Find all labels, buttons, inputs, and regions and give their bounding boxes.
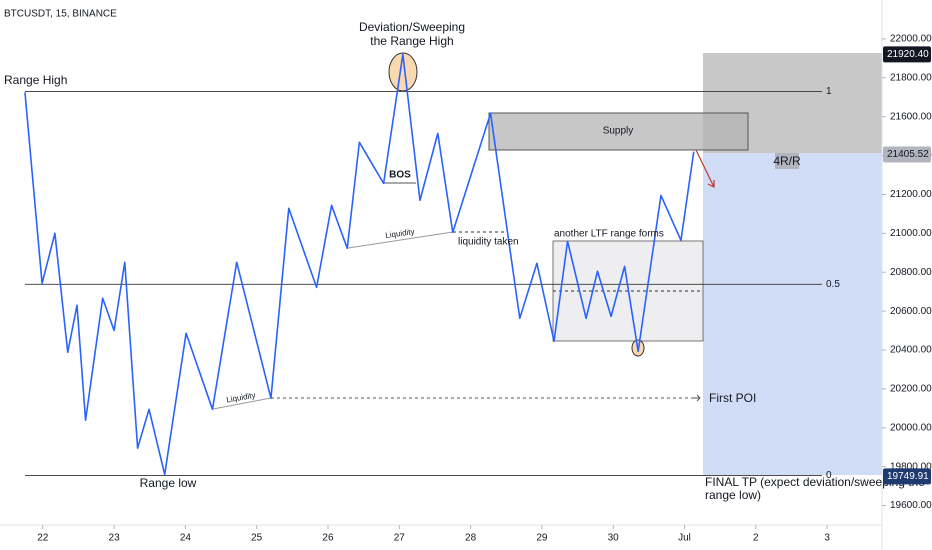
y-tick-label: 21200.00	[890, 189, 932, 200]
annotation: the Range High	[370, 34, 453, 48]
y-tick-label: 20400.00	[890, 345, 932, 356]
liquidity-line	[212, 397, 272, 410]
y-tick-label: 21800.00	[890, 72, 932, 83]
annotation: Range High	[4, 73, 67, 87]
y-tick-label: 20000.00	[890, 422, 932, 433]
price-label: 21405.52	[887, 149, 929, 160]
x-tick-label: 29	[536, 533, 548, 544]
x-tick-label: 23	[109, 533, 121, 544]
level-label: 1	[826, 86, 832, 97]
annotation: range low)	[705, 488, 761, 502]
x-tick-label: 30	[608, 533, 620, 544]
annotation: liquidity taken	[458, 237, 519, 248]
liquidity-line	[347, 231, 454, 249]
annotation: First POI	[709, 391, 756, 405]
target-arrow	[695, 149, 715, 188]
annotation: Supply	[603, 126, 634, 137]
y-tick-label: 19600.00	[890, 500, 932, 511]
x-tick-label: 22	[37, 533, 49, 544]
chart-title: BTCUSDT, 15, BINANCE	[4, 9, 117, 20]
rr-box	[775, 153, 799, 169]
annotation: Deviation/Sweeping	[359, 20, 465, 34]
supply-box	[488, 112, 749, 151]
level-label: 0	[826, 470, 832, 481]
y-tick-label: 21600.00	[890, 111, 932, 122]
x-tick-label: 3	[824, 533, 830, 544]
y-tick-label: 20600.00	[890, 306, 932, 317]
y-tick-label: 20200.00	[890, 384, 932, 395]
x-tick-label: 27	[394, 533, 406, 544]
x-tick-label: 25	[251, 533, 263, 544]
annotation: another LTF range forms	[554, 229, 664, 240]
price-label: 21920.40	[887, 49, 929, 60]
x-tick-label: Jul	[678, 533, 691, 544]
y-tick-label: 21000.00	[890, 228, 932, 239]
price-label-box	[883, 468, 931, 485]
stop-zone	[703, 153, 882, 475]
annotation: Liquidity	[385, 227, 415, 240]
annotation: Range low	[140, 476, 197, 490]
x-tick-label: 2	[753, 533, 759, 544]
y-tick-label: 20800.00	[890, 267, 932, 278]
x-tick-label: 26	[322, 533, 334, 544]
poi-arrow	[694, 394, 701, 402]
price-label-box	[883, 46, 931, 63]
x-tick-label: 24	[180, 533, 192, 544]
y-tick-label: 19800.00	[890, 461, 932, 472]
price-label: 19749.91	[887, 471, 929, 482]
y-tick-label: 22000.00	[890, 34, 932, 45]
level-label: 0.5	[826, 279, 840, 290]
price-label-box	[883, 146, 931, 163]
annotation: FINAL TP (expect deviation/sweeping the	[705, 475, 925, 489]
annotation: BOS	[389, 170, 411, 181]
x-tick-label: 28	[465, 533, 477, 544]
annotation: 4R/R	[773, 154, 801, 168]
price-line	[24, 53, 695, 476]
